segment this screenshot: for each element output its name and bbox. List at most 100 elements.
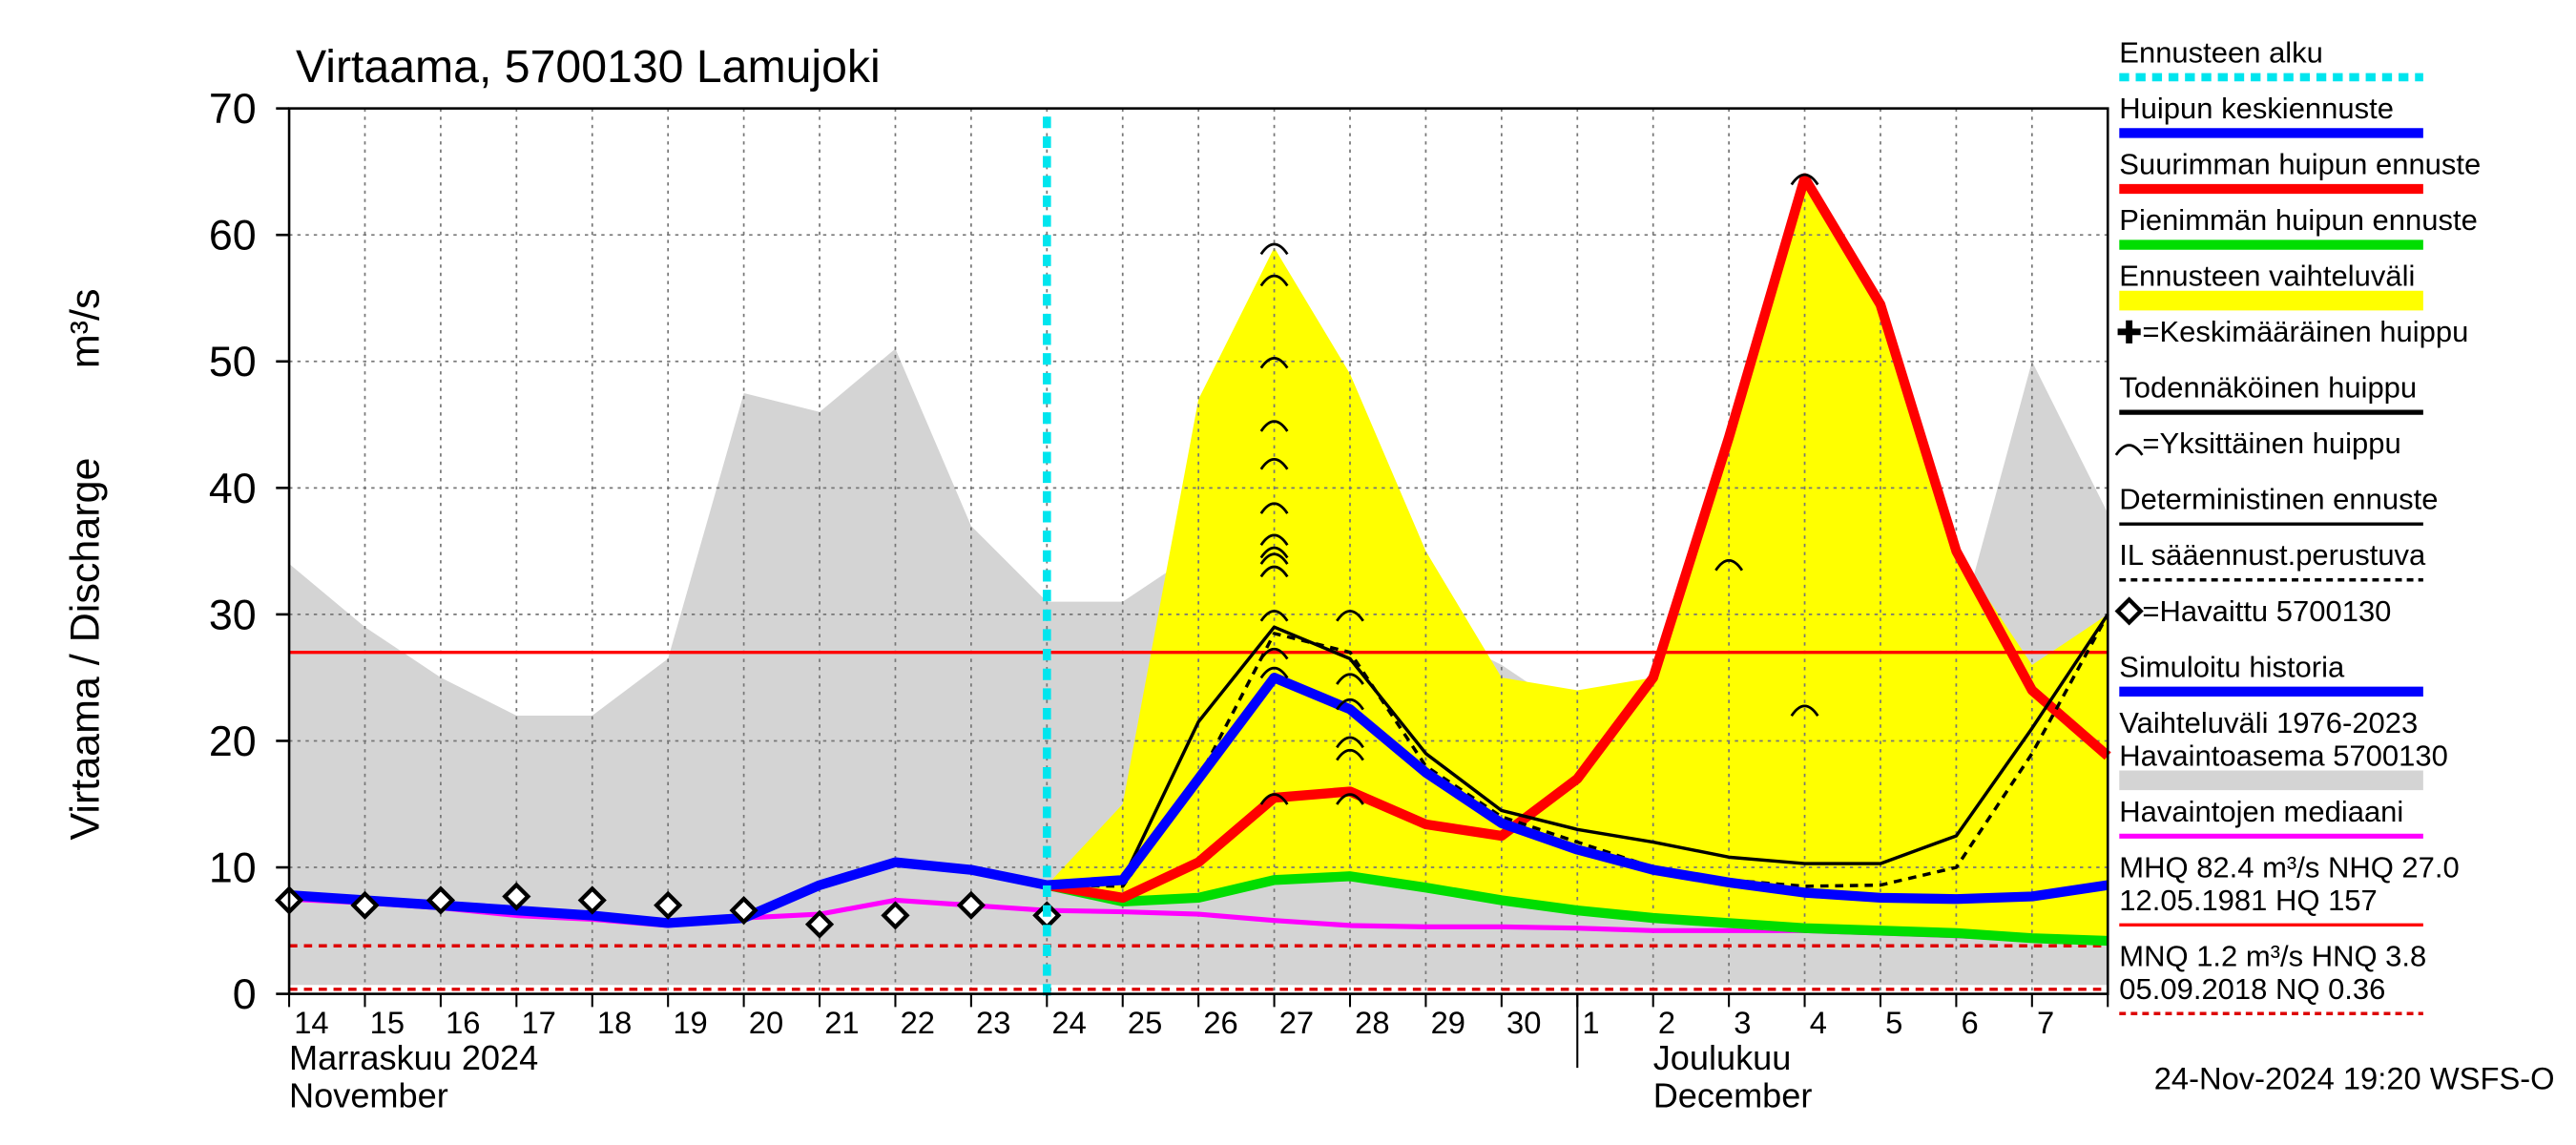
y-axis-unit: m³/s (62, 289, 108, 369)
month-label: Marraskuu 2024 (289, 1038, 538, 1077)
y-tick-label: 40 (209, 465, 257, 512)
x-tick-label: 26 (1203, 1005, 1237, 1040)
x-tick-label: 16 (446, 1005, 480, 1040)
peak-marker (1336, 673, 1364, 685)
legend-label: MHQ 82.4 m³/s NHQ 27.0 (2119, 850, 2459, 884)
y-axis-label: Virtaama / Discharge (62, 458, 108, 841)
peak-marker (1336, 697, 1364, 711)
series-line (288, 673, 2109, 928)
series-line (1046, 871, 2109, 947)
series-line (1047, 614, 2109, 888)
peak-marker (1259, 458, 1289, 470)
peak-marker (1259, 546, 1289, 559)
legend-label: IL sääennust.perustuva (2119, 538, 2426, 572)
footer: 24-Nov-2024 19:20 WSFS-O (2154, 1060, 2555, 1095)
x-tick-label: 6 (1962, 1005, 1979, 1040)
peak-marker (1259, 274, 1289, 287)
peak-marker (1259, 502, 1289, 514)
observed-point (804, 909, 835, 939)
series-line (1047, 613, 2109, 887)
x-tick-label: 5 (1885, 1005, 1902, 1040)
range-area (1047, 177, 2109, 941)
y-tick-label: 50 (209, 338, 257, 385)
peak-marker (1259, 793, 1289, 805)
peak-marker (1259, 666, 1289, 679)
month-label: Joulukuu (1653, 1038, 1792, 1077)
peak-marker (1336, 610, 1364, 622)
x-tick-label: 2 (1658, 1005, 1675, 1040)
x-tick-label: 19 (673, 1005, 707, 1040)
legend-label: Deterministinen ennuste (2119, 483, 2438, 516)
y-tick-label: 20 (209, 718, 257, 765)
x-tick-label: 23 (976, 1005, 1010, 1040)
x-tick-label: 4 (1810, 1005, 1827, 1040)
peak-marker (1790, 704, 1819, 718)
peak-marker (1259, 356, 1289, 369)
x-tick-label: 7 (2037, 1005, 2054, 1040)
legend-label: Ennusteen alku (2119, 35, 2323, 69)
peak-marker (1259, 565, 1289, 578)
legend-symbol (2114, 596, 2144, 626)
x-tick-label: 17 (522, 1005, 556, 1040)
x-tick-label: 18 (597, 1005, 632, 1040)
x-tick-label: 25 (1128, 1005, 1162, 1040)
observed-point (729, 896, 758, 926)
series-line (1046, 173, 2111, 904)
peak-marker (1790, 173, 1819, 186)
x-tick-label: 27 (1279, 1005, 1314, 1040)
legend-label: Todennäköinen huippu (2119, 371, 2417, 405)
legend-label: 12.05.1981 HQ 157 (2119, 884, 2377, 917)
legend-symbol (2117, 320, 2141, 344)
y-tick-label: 10 (209, 844, 257, 892)
x-tick-label: 20 (749, 1005, 783, 1040)
x-tick-label: 15 (370, 1005, 405, 1040)
peak-marker (1259, 552, 1289, 565)
legend-label: =Havaittu 5700130 (2142, 594, 2391, 628)
observed-point (426, 885, 456, 915)
legend-label: =Yksittäinen huippu (2142, 427, 2400, 460)
y-tick-label: 30 (209, 591, 257, 638)
peak-marker (1259, 533, 1289, 547)
x-tick-label: 28 (1355, 1005, 1389, 1040)
y-tick-label: 60 (209, 212, 257, 260)
legend-label: 05.09.2018 NQ 0.36 (2119, 972, 2385, 1006)
peak-marker (1336, 748, 1364, 761)
x-tick-label: 24 (1051, 1005, 1086, 1040)
legend-label: Pienimmän huipun ennuste (2119, 203, 2478, 237)
peak-marker (1336, 736, 1364, 749)
legend-label: Simuloitu historia (2119, 650, 2345, 683)
legend-label: Vaihteluväli 1976-2023 (2119, 706, 2418, 739)
x-tick-label: 3 (1734, 1005, 1751, 1040)
x-tick-label: 29 (1431, 1005, 1465, 1040)
x-tick-label: 30 (1506, 1005, 1541, 1040)
legend-label: MNQ 1.2 m³/s HNQ 3.8 (2119, 939, 2426, 972)
legend-label: Ennusteen vaihteluväli (2119, 260, 2415, 293)
legend-label: Huipun keskiennuste (2119, 92, 2394, 125)
peak-marker (1259, 242, 1289, 256)
x-tick-label: 22 (901, 1005, 935, 1040)
observed-point (350, 890, 380, 920)
legend-label: Havaintoasema 5700130 (2119, 739, 2448, 772)
legend-label: =Keskimääräinen huippu (2142, 315, 2468, 348)
peak-marker (1336, 793, 1364, 805)
observed-point (956, 890, 986, 920)
observed-point (502, 882, 531, 911)
observed-point (577, 885, 607, 915)
peak-marker (1714, 559, 1744, 572)
legend-symbol (2114, 444, 2144, 456)
x-tick-label: 1 (1582, 1005, 1599, 1040)
x-tick-label: 21 (824, 1005, 859, 1040)
y-tick-label: 0 (233, 970, 257, 1018)
legend-label: Havaintojen mediaani (2119, 795, 2403, 828)
peak-marker (1259, 647, 1289, 660)
month-label: November (289, 1075, 448, 1114)
month-label: December (1653, 1075, 1813, 1114)
observed-point (881, 901, 910, 930)
legend-label: Suurimman huipun ennuste (2119, 147, 2481, 180)
y-tick-label: 70 (209, 85, 257, 133)
peak-marker (1259, 610, 1289, 622)
x-tick-label: 14 (294, 1005, 328, 1040)
peak-marker (1259, 420, 1289, 432)
chart-title: Virtaama, 5700130 Lamujoki (296, 41, 881, 93)
